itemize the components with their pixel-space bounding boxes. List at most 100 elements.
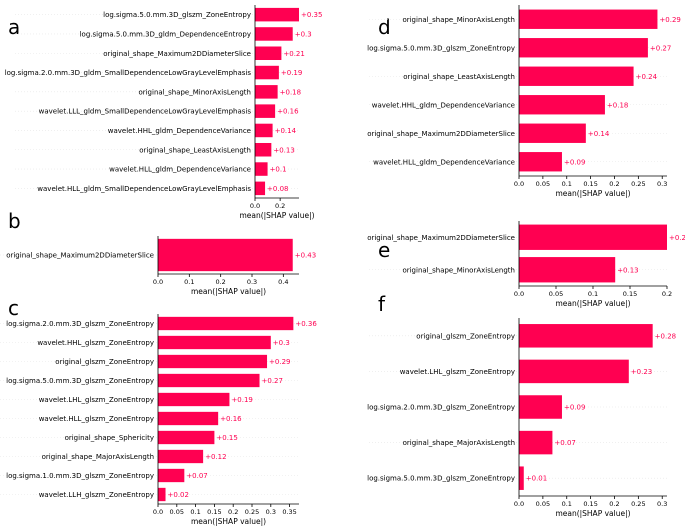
category-label: original_shape_LeastAxisLength — [403, 73, 515, 81]
category-label: wavelet.HHL_gldm_DependenceVariance — [372, 101, 515, 109]
value-label: +0.07 — [186, 472, 207, 480]
x-tick-label: 0.1 — [562, 180, 572, 188]
bar — [158, 411, 219, 426]
value-label: +0.29 — [269, 358, 290, 366]
category-label: wavelet.HLL_glszm_ZoneEntropy — [39, 415, 154, 423]
x-tick-label: 0.0 — [514, 180, 524, 188]
x-axis-title: mean(|SHAP value|) — [191, 287, 266, 296]
x-tick-label: 0.1 — [190, 508, 200, 516]
category-label: original_glszm_ZoneEntropy — [55, 358, 154, 366]
bar — [158, 392, 230, 407]
category-label: wavelet.HLL_gldm_DependenceVariance — [109, 166, 251, 174]
x-tick-label: 0.15 — [583, 180, 597, 188]
bar — [519, 466, 524, 490]
bar — [255, 123, 273, 138]
x-tick-label: 0.2 — [215, 278, 225, 286]
value-label: +0.27 — [650, 44, 671, 52]
x-axis-title: mean(|SHAP value|) — [555, 299, 630, 308]
value-label: +0.36 — [295, 320, 317, 328]
category-label: original_shape_MajorAxisLength — [403, 439, 515, 447]
x-tick-label: 0.35 — [282, 508, 296, 516]
value-label: +0.13 — [617, 266, 638, 274]
x-tick-label: 0.2 — [609, 500, 619, 508]
x-tick-label: 0.2 — [275, 202, 285, 210]
category-label: wavelet.LHL_glszm_ZoneEntropy — [400, 368, 515, 376]
category-label: wavelet.HLL_gldm_DependenceVariance — [373, 158, 515, 166]
category-label: log.sigma.2.0.mm.3D_glszm_ZoneEntropy — [367, 404, 515, 412]
x-tick-label: 0.4 — [278, 278, 288, 286]
x-tick-label: 0.05 — [170, 508, 184, 516]
chart-panel-b: b original_shape_Maximum2DDiameterSlice +0… — [0, 209, 316, 296]
chart-panel-d: d original_shape_MinorAxisLength +0.29 log.… — [367, 5, 681, 198]
bar — [158, 449, 204, 464]
category-label: original_glszm_ZoneEntropy — [416, 332, 515, 340]
x-tick-label: 0.3 — [266, 508, 276, 516]
x-tick-label: 0.2 — [609, 180, 619, 188]
panel-letter: e — [378, 238, 390, 262]
x-tick-label: 0.1 — [184, 278, 194, 286]
x-tick-label: 0.3 — [657, 180, 667, 188]
bar — [158, 238, 293, 272]
category-label: original_shape_MajorAxisLength — [42, 453, 154, 461]
bar — [519, 430, 553, 455]
category-label: original_shape_LeastAxisLength — [139, 146, 251, 154]
bar — [519, 38, 648, 58]
chart-panel-f: f original_glszm_ZoneEntropy +0.28 wavelet.… — [367, 292, 676, 518]
bar — [158, 487, 166, 502]
value-label: +0.19 — [281, 69, 302, 77]
bar — [519, 66, 634, 86]
bar — [255, 85, 278, 99]
x-axis-title: mean(|SHAP value|) — [191, 517, 266, 526]
x-tick-label: 0.05 — [536, 180, 550, 188]
value-label: +0.2 — [669, 234, 685, 242]
value-label: +0.3 — [295, 30, 312, 38]
x-axis-title: mean(|SHAP value|) — [555, 509, 630, 518]
value-label: +0.08 — [267, 185, 288, 193]
value-label: +0.18 — [280, 88, 301, 96]
x-tick-label: 0.2 — [228, 508, 238, 516]
value-label: +0.43 — [295, 252, 316, 260]
category-label: original_shape_MinorAxisLength — [138, 88, 251, 96]
x-tick-label: 0.0 — [250, 202, 260, 210]
value-label: +0.3 — [273, 339, 290, 347]
bar — [255, 7, 299, 22]
category-label: original_shape_MinorAxisLength — [402, 266, 515, 274]
value-label: +0.01 — [526, 475, 547, 483]
bar — [255, 181, 266, 196]
category-label: wavelet.HHL_glszm_ZoneEntropy — [37, 339, 154, 347]
panel-letter: c — [8, 296, 19, 320]
x-tick-label: 0.05 — [536, 500, 550, 508]
bar — [255, 104, 276, 118]
value-label: +0.1 — [270, 166, 287, 174]
x-tick-label: 0.15 — [623, 290, 637, 298]
panel-letter: d — [378, 15, 391, 39]
category-label: original_shape_Sphericity — [65, 434, 154, 442]
value-label: +0.29 — [659, 16, 680, 24]
value-label: +0.13 — [273, 146, 294, 154]
x-axis-title: mean(|SHAP value|) — [555, 189, 630, 198]
category-label: wavelet.LHL_glszm_ZoneEntropy — [39, 396, 154, 404]
value-label: +0.18 — [607, 101, 628, 109]
category-label: log.sigma.5.0.mm.3D_glszm_ZoneEntropy — [103, 11, 251, 19]
x-tick-label: 0.15 — [207, 508, 221, 516]
value-label: +0.14 — [588, 130, 610, 138]
bar — [158, 354, 268, 369]
bar — [255, 27, 293, 41]
value-label: +0.12 — [205, 453, 226, 461]
value-label: +0.14 — [275, 127, 297, 135]
value-label: +0.23 — [631, 368, 652, 376]
x-tick-label: 0.25 — [631, 500, 645, 508]
category-label: original_shape_Maximum2DDiameterSlice — [367, 130, 515, 138]
category-label: original_shape_Maximum2DDiameterSlice — [6, 252, 154, 260]
x-tick-label: 0.3 — [657, 500, 667, 508]
category-label: log.sigma.5.0.mm.3D_glszm_ZoneEntropy — [6, 377, 154, 385]
x-tick-label: 0.25 — [245, 508, 259, 516]
value-label: +0.09 — [564, 404, 585, 412]
bar — [519, 9, 658, 29]
x-tick-label: 0.0 — [514, 500, 524, 508]
category-label: original_shape_Maximum2DDiameterSlice — [103, 50, 251, 58]
bar — [519, 257, 616, 283]
